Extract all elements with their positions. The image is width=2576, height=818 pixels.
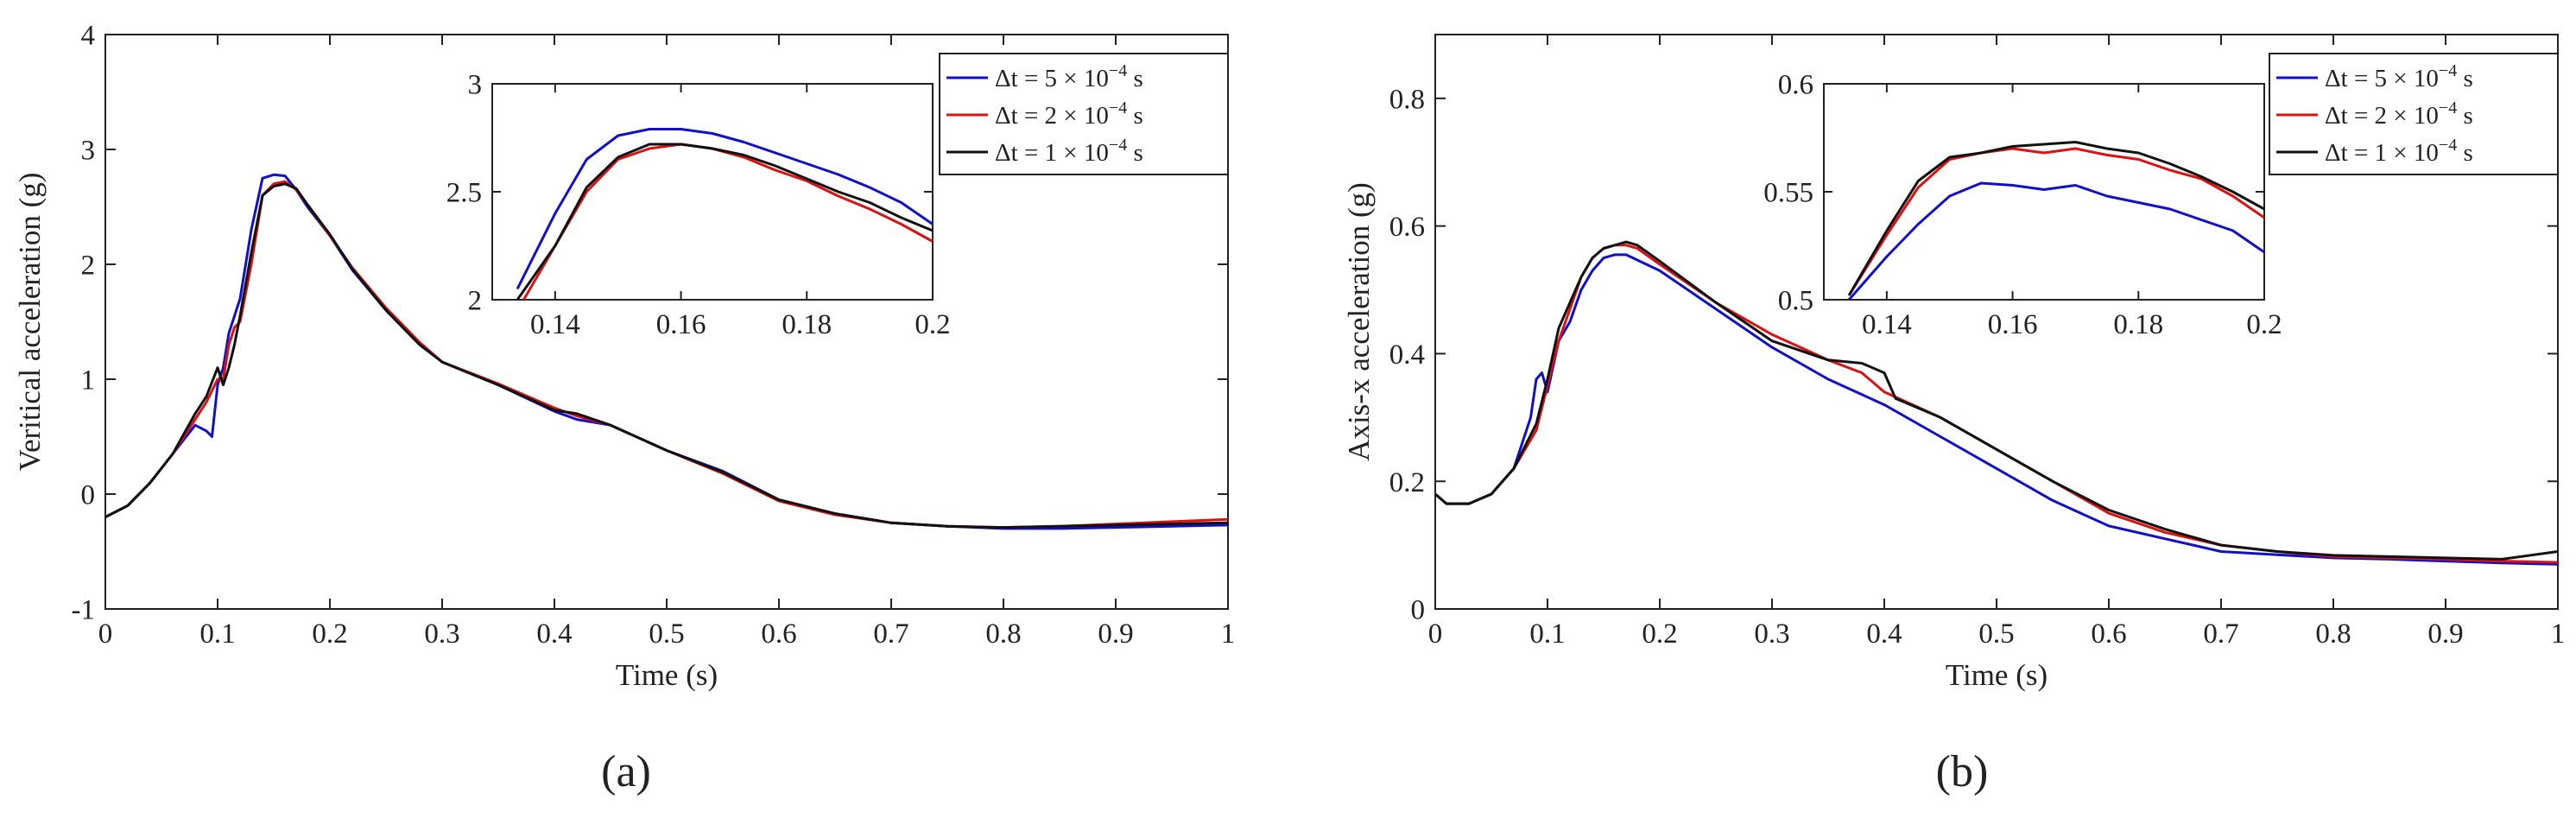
- inset-y-tick-label: 2: [468, 286, 483, 317]
- inset-x-tick-label: 0.16: [656, 309, 706, 340]
- main-y-tick-label: 4: [81, 21, 96, 52]
- inset-x-tick-label: 0.14: [1862, 309, 1912, 340]
- panel-label: (b): [1936, 747, 1989, 796]
- inset-series-line-1: [1847, 181, 2264, 300]
- inset-plot-frame: [491, 83, 934, 301]
- inset-series-line-1: [516, 128, 933, 290]
- main-x-tick-label: 0.6: [761, 618, 796, 650]
- inset-y-tick-label: 0.6: [1778, 70, 1813, 101]
- main-y-tick-label: 0: [1411, 595, 1426, 626]
- x-axis-label: Time (s): [1946, 658, 2048, 692]
- chart-panel-b: 0 0.1 0.2 0.3 0.4 0.5 0.6 0.7 0.8 0.9 1 0 0.2 0.4 0.6 0…: [1342, 34, 2566, 796]
- legend-text-superscript: −4: [1109, 98, 1127, 117]
- legend-entry-2: Δt = 2 × 10−4 s: [995, 98, 1143, 130]
- inset-y-tick-label: 0.5: [1778, 286, 1813, 317]
- legend-entry-1: Δt = 5 × 10−4 s: [995, 61, 1143, 92]
- inset-x-tick-label: 0.18: [782, 309, 832, 340]
- main-series-line-1: [1435, 253, 2558, 566]
- main-y-tick-label: 1: [81, 365, 96, 396]
- main-x-tick-label: 0.3: [424, 618, 459, 650]
- panel-label: (a): [601, 747, 651, 796]
- legend-text-superscript: −4: [2439, 61, 2457, 80]
- main-x-tick-label: 0.4: [536, 618, 572, 650]
- legend-entry-3: Δt = 1 × 10−4 s: [995, 136, 1143, 167]
- main-y-tick-label: 0.8: [1389, 84, 1425, 115]
- main-x-tick-label: 0.8: [985, 618, 1021, 650]
- main-x-tick-label: 1: [2551, 618, 2566, 650]
- legend-text-superscript: −4: [1109, 61, 1127, 80]
- main-x-tick-label: 0.9: [1098, 618, 1133, 650]
- main-x-tick-label: 1: [1221, 618, 1236, 650]
- y-axis-label: Axis-x acceleration (g): [1342, 182, 1376, 461]
- main-y-tick-label: 2: [81, 250, 96, 282]
- main-y-tick-label: -1: [72, 595, 96, 626]
- main-x-tick-label: 0.5: [1978, 618, 2014, 650]
- main-series-line-3: [105, 182, 1228, 529]
- legend-entry-1: Δt = 5 × 10−4 s: [2325, 61, 2473, 92]
- legend-text-unit: s: [1127, 65, 1143, 92]
- inset-x-tick-label: 0.2: [915, 309, 950, 340]
- main-x-tick-label: 0.3: [1754, 618, 1789, 650]
- main-x-tick-label: 0.5: [649, 618, 684, 650]
- inset-y-tick-label: 0.55: [1763, 178, 1813, 209]
- inset-plot-frame: [1823, 83, 2265, 301]
- legend-entry-3: Δt = 1 × 10−4 s: [2325, 136, 2473, 167]
- legend-text-unit: s: [2457, 139, 2473, 167]
- main-y-tick-label: 0.6: [1389, 212, 1425, 243]
- inset-series-line-2: [1847, 147, 2264, 296]
- legend-text-main: Δt = 5 × 10: [995, 65, 1109, 92]
- legend-text-main: Δt = 5 × 10: [2325, 65, 2439, 92]
- main-x-tick-label: 0.8: [2315, 618, 2351, 650]
- legend-text-main: Δt = 1 × 10: [2325, 139, 2439, 167]
- main-y-tick-label: 3: [81, 136, 96, 167]
- inset-x-tick-label: 0.18: [2113, 309, 2163, 340]
- inset-series-line-3: [1847, 141, 2264, 296]
- inset-y-tick-label: 3: [468, 70, 483, 101]
- chart-panel-a: 0 0.1 0.2 0.3 0.4 0.5 0.6 0.7 0.8 0.9 1-101234Time…: [13, 21, 1235, 796]
- legend-text-superscript: −4: [2439, 98, 2457, 117]
- main-x-tick-label: 0.4: [1866, 618, 1902, 650]
- inset-x-tick-label: 0.16: [1988, 309, 2038, 340]
- legend-entry-2: Δt = 2 × 10−4 s: [2325, 98, 2473, 130]
- inset-y-tick-label: 2.5: [446, 178, 482, 209]
- main-x-tick-label: 0.7: [2203, 618, 2238, 650]
- main-x-tick-label: 0.6: [2091, 618, 2126, 650]
- main-x-tick-label: 0: [98, 618, 113, 650]
- main-series-line-3: [1435, 240, 2558, 561]
- y-axis-label: Veritical acceleration (g): [13, 173, 47, 472]
- inset-series-line-3: [516, 143, 933, 300]
- legend-text-main: Δt = 2 × 10: [2325, 102, 2439, 130]
- main-y-tick-label: 0: [81, 480, 96, 511]
- legend-text-unit: s: [1127, 102, 1143, 130]
- inset-x-tick-label: 0.14: [530, 309, 580, 340]
- main-x-tick-label: 0.1: [1529, 618, 1565, 650]
- legend-text-main: Δt = 1 × 10: [995, 139, 1109, 167]
- legend-text-main: Δt = 2 × 10: [995, 102, 1109, 130]
- legend-text-superscript: −4: [1109, 136, 1127, 155]
- legend-text-superscript: −4: [2439, 136, 2457, 155]
- main-x-tick-label: 0.2: [312, 618, 347, 650]
- main-x-tick-label: 0.7: [873, 618, 908, 650]
- main-x-tick-label: 0: [1428, 618, 1443, 650]
- main-y-tick-label: 0.2: [1389, 467, 1425, 498]
- legend-text-unit: s: [2457, 102, 2473, 130]
- main-x-tick-label: 0.9: [2427, 618, 2463, 650]
- inset-x-tick-label: 0.2: [2246, 309, 2282, 340]
- main-x-tick-label: 0.1: [199, 618, 235, 650]
- legend-text-unit: s: [1127, 139, 1143, 167]
- main-y-tick-label: 0.4: [1389, 339, 1425, 371]
- x-axis-label: Time (s): [616, 658, 718, 692]
- main-x-tick-label: 0.2: [1642, 618, 1677, 650]
- legend-text-unit: s: [2457, 65, 2473, 92]
